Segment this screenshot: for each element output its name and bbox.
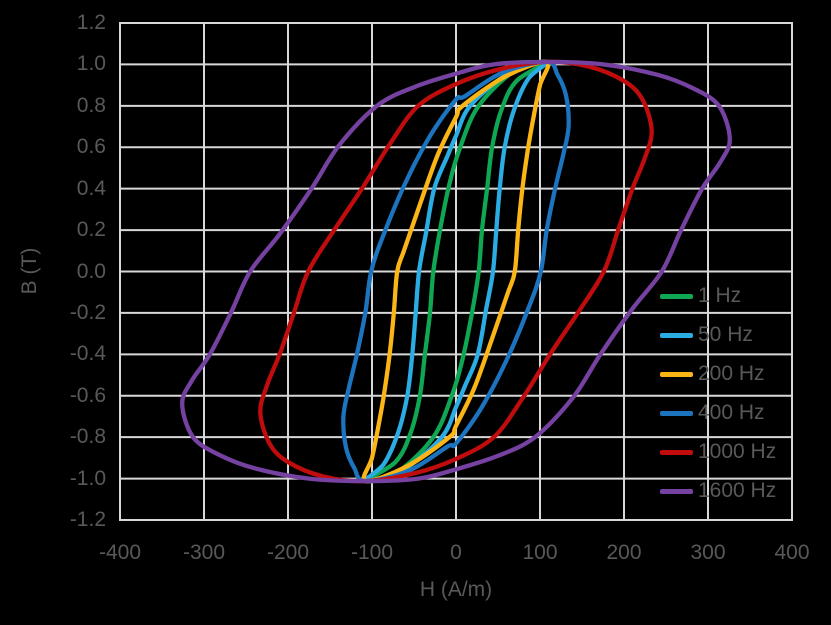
y-tick-label: -0.8	[69, 425, 106, 449]
legend-item: 1600 Hz	[660, 478, 776, 504]
y-tick-label: -0.4	[69, 342, 106, 366]
x-tick-label: -400	[98, 541, 142, 564]
legend-swatch-icon	[660, 332, 693, 338]
legend-item: 200 Hz	[660, 361, 765, 387]
legend-item: 50 Hz	[660, 322, 753, 348]
x-tick-label: 0	[450, 541, 462, 564]
y-tick-label: 0.6	[76, 135, 106, 159]
legend-item: 1 Hz	[660, 283, 741, 309]
x-tick-label: 100	[522, 541, 558, 564]
legend-label: 200 Hz	[698, 362, 765, 385]
x-tick-label: -100	[350, 541, 394, 564]
legend-swatch-icon	[660, 488, 693, 494]
x-tick-label: 200	[606, 541, 642, 564]
y-tick-label: -0.2	[69, 300, 106, 324]
legend-label: 1 Hz	[698, 284, 742, 307]
y-tick-label: 0.4	[76, 176, 106, 200]
legend-swatch-icon	[660, 293, 693, 299]
legend-item: 400 Hz	[660, 400, 765, 426]
y-tick-label: 0.8	[76, 93, 106, 117]
plot-border	[119, 22, 793, 521]
legend-swatch-icon	[660, 449, 693, 455]
legend-swatch-icon	[660, 410, 693, 416]
x-tick-label: -300	[182, 541, 226, 564]
legend-swatch-icon	[660, 371, 693, 377]
y-tick-label: -0.6	[69, 383, 106, 407]
y-tick-label: 0.0	[76, 259, 106, 283]
y-tick-label: -1.2	[69, 508, 106, 531]
series-curve-1600-hz	[180, 59, 732, 484]
y-tick-label: 1.0	[76, 52, 106, 76]
y-tick-label: 0.2	[76, 218, 106, 242]
legend-label: 1600 Hz	[698, 479, 777, 502]
y-tick-label: -1.0	[69, 466, 106, 490]
x-tick-label: 300	[690, 541, 726, 564]
x-tick-label: 400	[774, 541, 810, 564]
legend-label: 50 Hz	[698, 323, 753, 346]
legend-item: 1000 Hz	[660, 439, 776, 465]
y-tick-label: 1.2	[76, 11, 106, 34]
legend-label: 1000 Hz	[698, 440, 777, 463]
legend-label: 400 Hz	[698, 401, 765, 424]
x-tick-label: -200	[266, 541, 310, 564]
x-axis-title: H (A/m)	[419, 578, 493, 601]
